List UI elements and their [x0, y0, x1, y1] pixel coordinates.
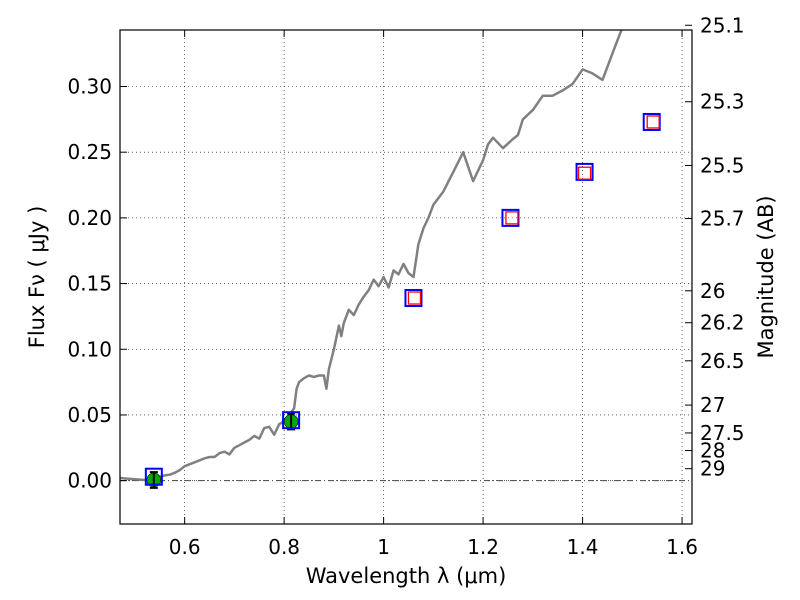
- plot-background: [120, 30, 692, 524]
- magnitude-tick-label: 25.3: [700, 90, 745, 114]
- upper-limit-marker: [646, 115, 660, 129]
- x-tick-label: 0.8: [268, 535, 300, 559]
- x-tick-label: 1.6: [666, 535, 698, 559]
- magnitude-tick-label: 25.1: [700, 13, 745, 37]
- magnitude-tick-label: 26: [700, 279, 725, 303]
- y-axis-ticks: 0.00 0.05 0.10 0.15 0.20 0.25 0.30: [67, 74, 127, 493]
- y-gridlines: [120, 86, 692, 481]
- y-tick-label: 0.10: [67, 337, 112, 361]
- magnitude-tick-label: 26.5: [700, 349, 745, 373]
- model-photometry-marker: [575, 162, 594, 181]
- x-tick-label: 0.6: [169, 535, 201, 559]
- y-tick-label: 0.00: [67, 469, 112, 493]
- y-tick-label: 0.20: [67, 206, 112, 230]
- model-photometry-marker: [282, 411, 301, 430]
- magnitude-tick-label: 25.7: [700, 207, 745, 231]
- y-tick-label: 0.30: [67, 74, 112, 98]
- y-tick-label: 0.05: [67, 403, 112, 427]
- magnitude-tick-label: 28: [700, 439, 725, 463]
- x-tick-label: 1.2: [467, 535, 499, 559]
- observed-photometry: [146, 412, 299, 489]
- model-photometry-marker: [404, 289, 423, 308]
- model-photometry-marker: [144, 467, 163, 486]
- x-tick-label: 1: [377, 535, 390, 559]
- magnitude-tick-label: 29: [700, 457, 725, 481]
- magnitude-axis-label: Magnitude (AB): [754, 195, 778, 358]
- y-axis-label: Flux Fν ( μJy ): [25, 206, 49, 349]
- upper-limit-marker: [407, 291, 422, 305]
- y-tick-label: 0.15: [67, 272, 112, 296]
- y-tick-label: 0.25: [67, 140, 112, 164]
- upper-limit-marker: [577, 166, 592, 180]
- x-axis-label: Wavelength λ (μm): [306, 564, 507, 588]
- magnitude-tick-label: 26.2: [700, 311, 745, 335]
- model-spectrum-line: [120, 30, 623, 482]
- x-tick-label: 1.4: [567, 535, 599, 559]
- x-axis-ticks: 0.6 0.8 1 1.2 1.4 1.6: [169, 30, 698, 559]
- upper-limit-squares: [407, 115, 660, 305]
- magnitude-tick-label: 25.5: [700, 153, 745, 177]
- magnitude-tick-label: 27: [700, 393, 725, 417]
- plot-frame: [119, 29, 693, 525]
- magnitude-tick-label: 27.5: [700, 421, 745, 445]
- upper-limit-marker: [505, 211, 519, 225]
